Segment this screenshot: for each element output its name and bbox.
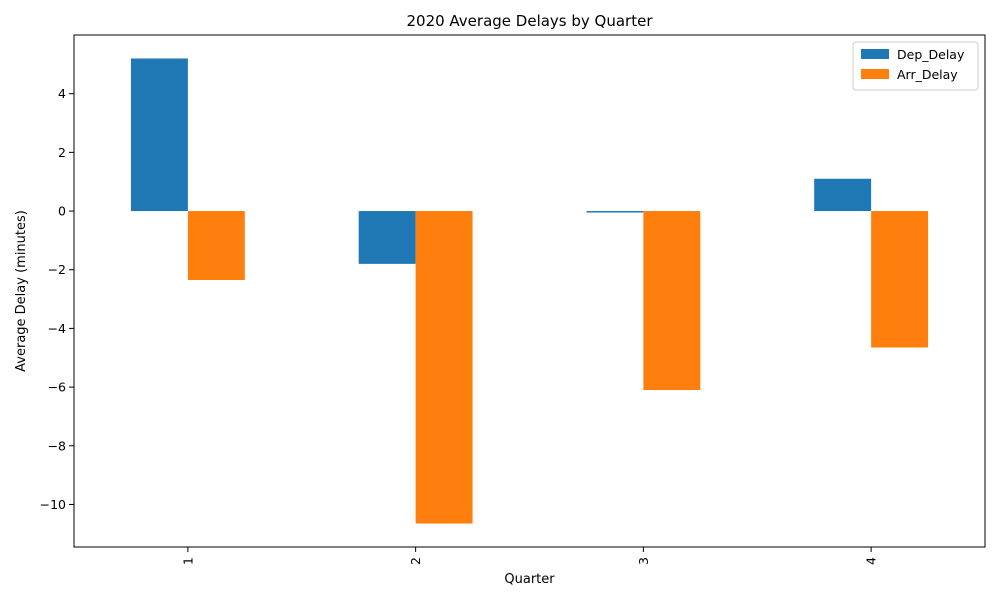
- legend-label-arr-delay: Arr_Delay: [897, 67, 958, 82]
- y-tick-label: −8: [48, 438, 66, 453]
- bar-dep-delay-q3: [586, 211, 644, 213]
- y-tick-label: −10: [40, 497, 66, 512]
- x-tick-label: 4: [864, 557, 879, 565]
- legend-swatch-dep-delay: [861, 49, 889, 59]
- legend-swatch-arr-delay: [861, 69, 889, 79]
- legend-label-dep-delay: Dep_Delay: [897, 47, 965, 62]
- y-tick-label: 2: [58, 145, 66, 160]
- x-tick-label: 1: [180, 557, 195, 565]
- bar-dep-delay-q4: [814, 178, 872, 212]
- y-tick-label: −6: [48, 380, 66, 395]
- bar-arr-delay-q4: [871, 211, 929, 348]
- y-tick-label: −2: [48, 262, 66, 277]
- legend: Dep_Delay Arr_Delay: [852, 41, 979, 91]
- x-tick-label: 2: [408, 557, 423, 565]
- plot-frame: [73, 34, 986, 548]
- bar-arr-delay-q2: [415, 211, 473, 524]
- bar-arr-delay-q3: [643, 211, 701, 391]
- bar-dep-delay-q2: [358, 211, 416, 264]
- y-tick-label: 0: [58, 204, 66, 219]
- chart-title: 2020 Average Delays by Quarter: [406, 12, 653, 30]
- y-axis: 4 2 0 −2 −4 −6 −8 −10: [40, 86, 74, 512]
- y-tick-label: −4: [48, 321, 66, 336]
- bar-arr-delay-q1: [187, 211, 245, 280]
- y-tick-label: 4: [58, 86, 66, 101]
- x-axis: 1 2 3 4: [180, 547, 879, 565]
- x-axis-label: Quarter: [504, 572, 555, 587]
- x-tick-label: 3: [636, 557, 651, 565]
- bar-dep-delay-q1: [130, 58, 188, 212]
- y-axis-label: Average Delay (minutes): [14, 210, 29, 372]
- bars-group: [130, 58, 929, 524]
